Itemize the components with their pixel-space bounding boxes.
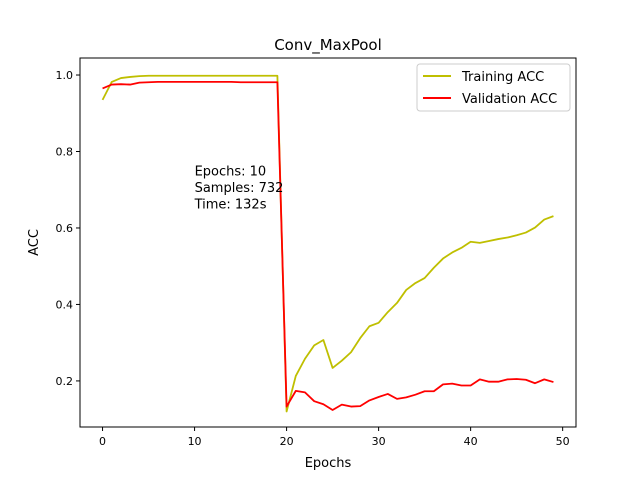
annotation-samples: Samples: 732 bbox=[195, 181, 284, 196]
x-tick-label: 10 bbox=[188, 435, 202, 448]
legend-box bbox=[416, 63, 571, 112]
legend-label-validation: Validation ACC bbox=[462, 92, 557, 107]
y-axis-ticks: 0.2 0.4 0.6 0.8 1.0 bbox=[56, 69, 80, 388]
x-tick-label: 40 bbox=[464, 435, 478, 448]
x-tick-label: 0 bbox=[99, 435, 106, 448]
x-tick-label: 20 bbox=[280, 435, 294, 448]
x-axis-ticks: 0 10 20 30 40 50 bbox=[99, 427, 570, 448]
y-axis-label: ACC bbox=[27, 229, 42, 256]
y-tick-label: 0.2 bbox=[56, 375, 74, 388]
y-tick-label: 0.6 bbox=[56, 222, 74, 235]
training-acc-line bbox=[101, 74, 554, 413]
x-axis-label: Epochs bbox=[305, 456, 352, 471]
run-annotation: Epochs: 10 Samples: 732 Time: 132s bbox=[194, 165, 284, 213]
validation-acc-line bbox=[102, 81, 554, 411]
legend: Training ACC Validation ACC bbox=[416, 63, 571, 112]
annotation-time: Time: 132s bbox=[194, 198, 267, 213]
axes-frame bbox=[79, 57, 577, 428]
chart-title: Conv_MaxPool bbox=[274, 36, 382, 55]
annotation-epochs: Epochs: 10 bbox=[195, 165, 267, 180]
y-tick-label: 1.0 bbox=[56, 69, 74, 82]
x-tick-label: 50 bbox=[556, 435, 570, 448]
y-tick-label: 0.8 bbox=[56, 145, 74, 158]
x-tick-label: 30 bbox=[372, 435, 386, 448]
series-layer bbox=[101, 74, 554, 413]
y-tick-label: 0.4 bbox=[56, 298, 74, 311]
legend-label-training: Training ACC bbox=[461, 70, 544, 85]
